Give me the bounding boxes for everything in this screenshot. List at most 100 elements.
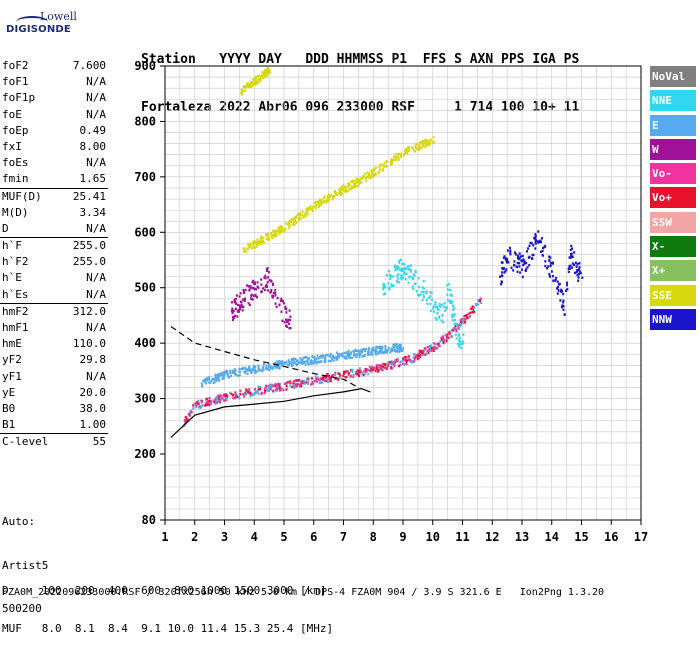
echo-point [452, 319, 455, 322]
echo-point [361, 371, 364, 375]
echo-point [353, 185, 356, 188]
echo-point [247, 388, 250, 391]
echo-point [394, 344, 397, 348]
echo-point [425, 143, 428, 146]
echo-point [324, 358, 327, 362]
echo-point [459, 318, 462, 322]
echo-point [254, 288, 257, 291]
echo-point [577, 279, 580, 282]
echo-point [385, 160, 388, 164]
echo-point [535, 239, 538, 242]
echo-point [249, 286, 252, 289]
echo-point [291, 385, 294, 389]
echo-point [571, 262, 574, 265]
echo-point [257, 392, 260, 395]
echo-point [232, 371, 235, 375]
echo-point [274, 294, 277, 297]
param-row: foEp 0.49 [0, 123, 110, 139]
echo-point [197, 402, 200, 405]
echo-point [265, 367, 268, 370]
echo-point [267, 238, 270, 242]
echo-point [246, 248, 249, 251]
echo-point [399, 344, 402, 347]
echo-point [224, 394, 227, 397]
echo-point [314, 375, 317, 378]
x-tick-label: 14 [545, 530, 559, 544]
echo-point [358, 178, 361, 182]
echo-point [379, 168, 382, 172]
echo-point [216, 376, 219, 380]
echo-point [271, 283, 274, 287]
echo-point [279, 225, 282, 229]
echo-point [221, 372, 224, 375]
echo-point [247, 243, 250, 246]
echo-point [271, 366, 274, 369]
echo-point [288, 322, 291, 325]
echo-point [214, 373, 217, 377]
echo-point [521, 254, 524, 258]
echo-point [404, 355, 407, 359]
echo-point [318, 203, 321, 207]
echo-point [357, 370, 360, 373]
echo-point [262, 287, 265, 290]
echo-point [434, 300, 437, 304]
echo-point [260, 283, 263, 286]
echo-point [499, 275, 502, 278]
echo-point [388, 288, 391, 291]
echo-point [275, 229, 278, 233]
echo-point [392, 275, 395, 278]
echo-point [560, 290, 563, 293]
echo-point [561, 304, 564, 307]
echo-point [523, 260, 526, 263]
echo-point [273, 232, 276, 236]
echo-point [443, 302, 446, 305]
echo-point [403, 359, 406, 362]
param-value: 255.0 [72, 239, 106, 253]
echo-point [278, 382, 281, 386]
echo-point [329, 194, 332, 197]
legend-item: Vo+ [650, 187, 696, 209]
echo-point [516, 256, 519, 260]
param-name: yE [2, 385, 16, 399]
echo-point [408, 356, 411, 360]
echo-point [345, 351, 348, 354]
echo-point [317, 378, 320, 381]
echo-point [240, 367, 243, 371]
echo-point [303, 380, 306, 383]
logo-line1: Lowell [40, 10, 77, 23]
echo-point [568, 267, 571, 270]
echo-point [419, 351, 422, 354]
param-row: MUF(D) 25.41 [0, 189, 110, 205]
x-tick-label: 2 [191, 530, 198, 544]
echo-point [402, 347, 405, 350]
echo-point [341, 352, 344, 355]
echo-point [445, 336, 448, 340]
echo-point [184, 416, 187, 419]
echo-point [331, 196, 334, 199]
echo-point [242, 85, 245, 89]
echo-point [534, 233, 537, 236]
param-value: 55 [92, 435, 106, 449]
legend-item: NNE [650, 90, 696, 112]
param-row: M(D) 3.34 [0, 205, 110, 221]
echo-point [501, 261, 504, 264]
param-name: MUF(D) [2, 189, 42, 203]
echo-point [321, 200, 324, 204]
echo-point [276, 366, 279, 369]
echo-point [246, 372, 249, 376]
echo-point [265, 389, 268, 392]
param-value: 20.0 [79, 385, 107, 399]
echo-point [427, 351, 430, 355]
echo-point [234, 396, 237, 400]
echo-point [336, 351, 339, 354]
echo-point [379, 364, 382, 367]
echo-point [218, 374, 221, 377]
echo-point [330, 356, 333, 360]
echo-point [560, 305, 563, 309]
echo-point [456, 326, 459, 330]
echo-point [399, 347, 402, 351]
echo-point [281, 388, 284, 391]
echo-point [196, 402, 199, 405]
echo-point [358, 349, 361, 353]
echo-point [317, 357, 320, 360]
